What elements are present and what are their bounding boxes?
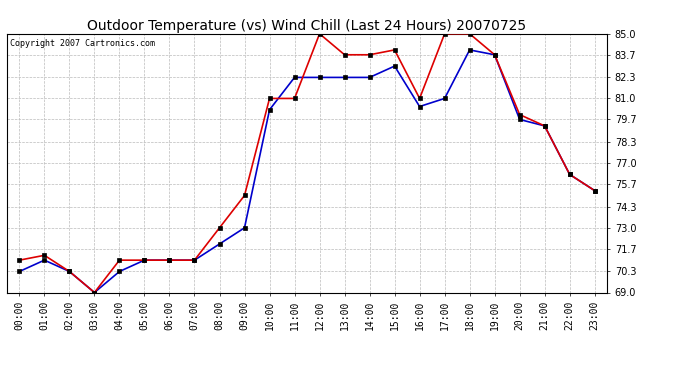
Text: Copyright 2007 Cartronics.com: Copyright 2007 Cartronics.com — [10, 39, 155, 48]
Title: Outdoor Temperature (vs) Wind Chill (Last 24 Hours) 20070725: Outdoor Temperature (vs) Wind Chill (Las… — [88, 19, 526, 33]
